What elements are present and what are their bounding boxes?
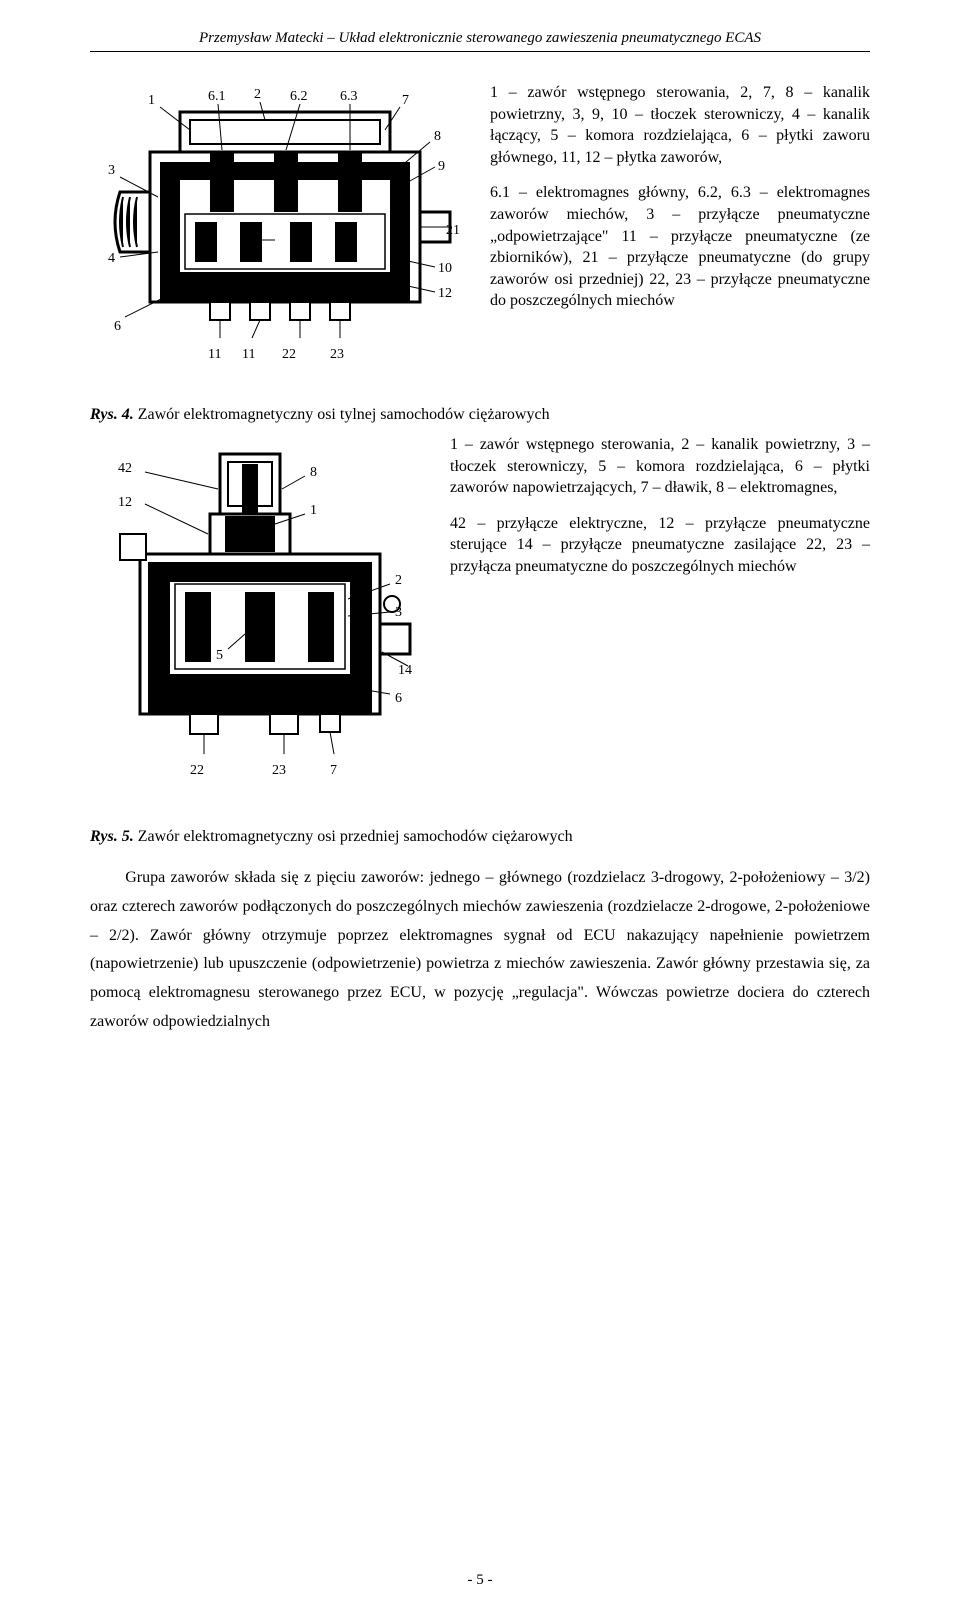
callout: 6.2 bbox=[290, 89, 308, 104]
figure-4-image: 1 6.1 2 6.2 6.3 7 8 9 21 10 12 3 4 6 5 1… bbox=[90, 82, 470, 372]
figure-5-legend: 1 – zawór wstępnego sterowania, 2 – kana… bbox=[450, 434, 870, 794]
figure-5-image: 42 12 8 1 2 3 14 6 5 22 23 7 bbox=[90, 434, 430, 794]
callout: 6.3 bbox=[340, 89, 358, 104]
figure-4-legend: 1 – zawór wstępnego sterowania, 2, 7, 8 … bbox=[490, 82, 870, 372]
callout: 5 bbox=[246, 234, 253, 249]
figure-4-caption-prefix: Rys. 4. bbox=[90, 406, 134, 423]
callout: 42 bbox=[118, 461, 132, 476]
figure-5-caption-text: Zawór elektromagnetyczny osi przedniej s… bbox=[138, 828, 573, 845]
callout: 8 bbox=[434, 129, 441, 144]
figure-4-caption-text: Zawór elektromagnetyczny osi tylnej samo… bbox=[138, 406, 550, 423]
valve-cross-section-fig5-icon: 42 12 8 1 2 3 14 6 5 22 23 7 bbox=[90, 434, 430, 794]
callout: 23 bbox=[330, 347, 344, 362]
callout: 6 bbox=[395, 691, 402, 706]
callout: 4 bbox=[108, 251, 115, 266]
figure-5-caption: Rys. 5. Zawór elektromagnetyczny osi prz… bbox=[90, 828, 870, 846]
page: Przemysław Matecki – Układ elektroniczni… bbox=[0, 0, 960, 1617]
figure-5-block: 42 12 8 1 2 3 14 6 5 22 23 7 1 – zawór w… bbox=[90, 434, 870, 794]
page-footer: - 5 - bbox=[0, 1572, 960, 1589]
callout: 3 bbox=[108, 163, 115, 178]
callout: 5 bbox=[216, 648, 223, 663]
callout: 11 bbox=[242, 347, 255, 362]
callout: 2 bbox=[254, 87, 261, 102]
page-number: - 5 - bbox=[468, 1572, 493, 1588]
callout: 8 bbox=[310, 465, 317, 480]
figure-5-legend-part2: 42 – przyłącze elektryczne, 12 – przyłąc… bbox=[450, 513, 870, 578]
callout: 7 bbox=[402, 93, 409, 108]
callout: 12 bbox=[118, 495, 132, 510]
callout: 6.1 bbox=[208, 89, 226, 104]
figure-4-legend-part2: 6.1 – elektromagnes główny, 6.2, 6.3 – e… bbox=[490, 182, 870, 312]
running-header: Przemysław Matecki – Układ elektroniczni… bbox=[90, 30, 870, 52]
figure-4-block: 1 6.1 2 6.2 6.3 7 8 9 21 10 12 3 4 6 5 1… bbox=[90, 82, 870, 372]
figure-4-legend-part1: 1 – zawór wstępnego sterowania, 2, 7, 8 … bbox=[490, 82, 870, 168]
callout: 2 bbox=[395, 573, 402, 588]
callout: 1 bbox=[310, 503, 317, 518]
callout: 3 bbox=[395, 605, 402, 620]
callout: 9 bbox=[438, 159, 445, 174]
callout: 22 bbox=[190, 763, 204, 778]
callout: 14 bbox=[398, 663, 412, 678]
callout: 21 bbox=[446, 223, 460, 238]
valve-cross-section-fig4-icon: 1 6.1 2 6.2 6.3 7 8 9 21 10 12 3 4 6 5 1… bbox=[90, 82, 470, 372]
callout: 11 bbox=[208, 347, 221, 362]
callout: 12 bbox=[438, 286, 452, 301]
callout: 1 bbox=[148, 93, 155, 108]
callout: 23 bbox=[272, 763, 286, 778]
body-paragraph: Grupa zaworów składa się z pięciu zaworó… bbox=[90, 864, 870, 1037]
figure-4-caption: Rys. 4. Zawór elektromagnetyczny osi tyl… bbox=[90, 406, 870, 424]
figure-5-legend-part1: 1 – zawór wstępnego sterowania, 2 – kana… bbox=[450, 434, 870, 499]
callout: 6 bbox=[114, 319, 121, 334]
callout: 10 bbox=[438, 261, 452, 276]
callout: 22 bbox=[282, 347, 296, 362]
callout: 7 bbox=[330, 763, 337, 778]
figure-5-caption-prefix: Rys. 5. bbox=[90, 828, 134, 845]
